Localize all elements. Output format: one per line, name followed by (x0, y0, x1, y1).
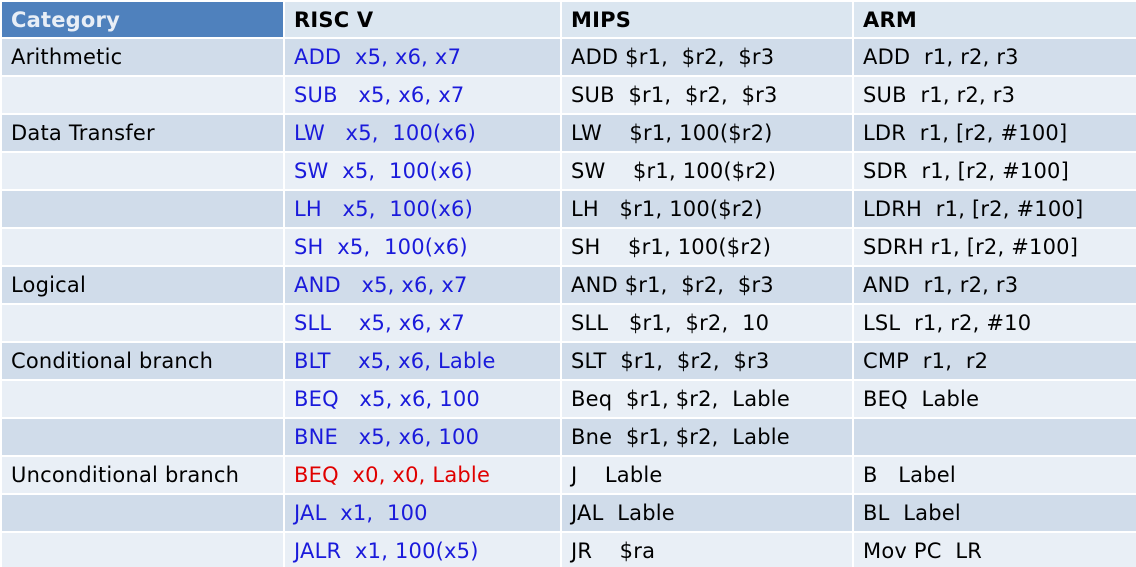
category-cell: Arithmetic (0, 37, 285, 77)
mips-instruction-cell: Beq $r1, $r2, Lable (560, 379, 854, 419)
category-cell (0, 531, 285, 567)
table-row: Data Transfer LW x5, 100(x6) LW $r1, 100($… (0, 113, 1136, 153)
riscv-instruction-cell: BEQ x5, x6, 100 (283, 379, 562, 419)
riscv-instruction-cell: ADD x5, x6, x7 (283, 37, 562, 77)
category-cell (0, 303, 285, 343)
mips-instruction-cell: SUB $r1, $r2, $r3 (560, 75, 854, 115)
mips-instruction-cell: ADD $r1, $r2, $r3 (560, 37, 854, 77)
header-mips: MIPS (560, 0, 854, 39)
riscv-instruction-cell: LH x5, 100(x6) (283, 189, 562, 229)
category-cell (0, 493, 285, 533)
category-cell (0, 75, 285, 115)
mips-instruction-cell: SLL $r1, $r2, 10 (560, 303, 854, 343)
arm-instruction-cell: CMP r1, r2 (852, 341, 1136, 381)
table-row: SW x5, 100(x6) SW $r1, 100($r2) SDR r1, [r… (0, 151, 1136, 191)
table-row: LH x5, 100(x6) LH $r1, 100($r2) LDRH r1, [… (0, 189, 1136, 229)
arm-instruction-cell: LDRH r1, [r2, #100] (852, 189, 1136, 229)
mips-instruction-cell: JR $ra (560, 531, 854, 567)
riscv-instruction-cell: BNE x5, x6, 100 (283, 417, 562, 457)
riscv-instruction-cell: SLL x5, x6, x7 (283, 303, 562, 343)
header-arm: ARM (852, 0, 1136, 39)
table-row: JALR x1, 100(x5) JR $ra Mov PC LR (0, 531, 1136, 567)
mips-instruction-cell: LW $r1, 100($r2) (560, 113, 854, 153)
arm-instruction-cell (852, 417, 1136, 457)
arm-instruction-cell: SDR r1, [r2, #100] (852, 151, 1136, 191)
category-cell: Unconditional branch (0, 455, 285, 495)
header-row: Category RISC V MIPS ARM (0, 0, 1136, 39)
riscv-instruction-cell: SW x5, 100(x6) (283, 151, 562, 191)
table-row: SUB x5, x6, x7 SUB $r1, $r2, $r3 SUB r1, r… (0, 75, 1136, 115)
arm-instruction-cell: LDR r1, [r2, #100] (852, 113, 1136, 153)
arm-instruction-cell: SUB r1, r2, r3 (852, 75, 1136, 115)
mips-instruction-cell: SW $r1, 100($r2) (560, 151, 854, 191)
category-cell (0, 227, 285, 267)
category-cell (0, 417, 285, 457)
table-row: Arithmetic ADD x5, x6, x7 ADD $r1, $r2, $r… (0, 37, 1136, 77)
header-riscv: RISC V (283, 0, 562, 39)
table-row: BNE x5, x6, 100 Bne $r1, $r2, Lable (0, 417, 1136, 457)
riscv-instruction-cell: SUB x5, x6, x7 (283, 75, 562, 115)
arm-instruction-cell: B Label (852, 455, 1136, 495)
category-cell (0, 151, 285, 191)
mips-instruction-cell: JAL Lable (560, 493, 854, 533)
table-row: Logical AND x5, x6, x7 AND $r1, $r2, $r3 AN… (0, 265, 1136, 305)
arm-instruction-cell: SDRH r1, [r2, #100] (852, 227, 1136, 267)
riscv-instruction-cell: JAL x1, 100 (283, 493, 562, 533)
category-cell: Conditional branch (0, 341, 285, 381)
riscv-instruction-cell: BLT x5, x6, Lable (283, 341, 562, 381)
table-row: BEQ x5, x6, 100 Beq $r1, $r2, Lable BEQ La… (0, 379, 1136, 419)
arm-instruction-cell: ADD r1, r2, r3 (852, 37, 1136, 77)
category-cell (0, 379, 285, 419)
mips-instruction-cell: SLT $r1, $r2, $r3 (560, 341, 854, 381)
riscv-instruction-cell: BEQ x0, x0, Lable (283, 455, 562, 495)
arm-instruction-cell: Mov PC LR (852, 531, 1136, 567)
mips-instruction-cell: J Lable (560, 455, 854, 495)
table-row: JAL x1, 100 JAL Lable BL Label (0, 493, 1136, 533)
arm-instruction-cell: BEQ Lable (852, 379, 1136, 419)
table-row: Conditional branch BLT x5, x6, Lable SLT $… (0, 341, 1136, 381)
mips-instruction-cell: AND $r1, $r2, $r3 (560, 265, 854, 305)
riscv-instruction-cell: JALR x1, 100(x5) (283, 531, 562, 567)
arm-instruction-cell: AND r1, r2, r3 (852, 265, 1136, 305)
arm-instruction-cell: BL Label (852, 493, 1136, 533)
category-cell (0, 189, 285, 229)
mips-instruction-cell: Bne $r1, $r2, Lable (560, 417, 854, 457)
table-row: Unconditional branch BEQ x0, x0, Lable J L… (0, 455, 1136, 495)
riscv-instruction-cell: AND x5, x6, x7 (283, 265, 562, 305)
category-cell: Data Transfer (0, 113, 285, 153)
mips-instruction-cell: LH $r1, 100($r2) (560, 189, 854, 229)
mips-instruction-cell: SH $r1, 100($r2) (560, 227, 854, 267)
category-cell: Logical (0, 265, 285, 305)
arm-instruction-cell: LSL r1, r2, #10 (852, 303, 1136, 343)
table-row: SLL x5, x6, x7 SLL $r1, $r2, 10 LSL r1, r2… (0, 303, 1136, 343)
table-row: SH x5, 100(x6) SH $r1, 100($r2) SDRH r1, [… (0, 227, 1136, 267)
riscv-instruction-cell: SH x5, 100(x6) (283, 227, 562, 267)
riscv-instruction-cell: LW x5, 100(x6) (283, 113, 562, 153)
header-category: Category (0, 0, 285, 39)
